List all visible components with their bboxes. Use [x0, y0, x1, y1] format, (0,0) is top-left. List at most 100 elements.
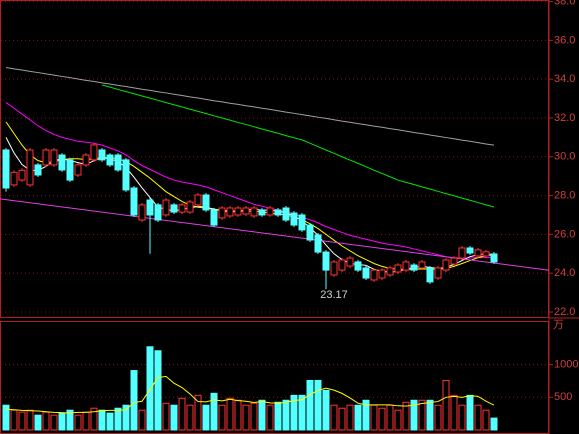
volume-bar [426, 399, 434, 431]
volume-bar [114, 407, 122, 431]
candle-body [186, 201, 194, 213]
candle-body [258, 209, 266, 216]
y-tick-label: 26.0 [554, 228, 575, 240]
candle-body [82, 154, 90, 166]
candle-body [234, 207, 242, 216]
volume-bar [338, 407, 346, 431]
volume-bar [42, 411, 50, 431]
volume-bar [314, 379, 322, 431]
candle-body [98, 149, 106, 161]
volume-bar [434, 404, 442, 431]
candle-body [362, 267, 370, 279]
volume-bar [458, 404, 466, 431]
volume-bar [242, 404, 250, 431]
candle-body [114, 154, 122, 171]
volume-bar [266, 404, 274, 431]
candle-body [394, 264, 402, 273]
volume-bar [50, 414, 58, 431]
volume-bar [290, 394, 298, 431]
volume-bar [218, 404, 226, 431]
volume-bar [130, 370, 138, 431]
volume-bar [66, 409, 74, 431]
volume-bar [362, 399, 370, 431]
volume-bar [330, 404, 338, 431]
candle-body [130, 187, 138, 216]
candle-body [74, 164, 82, 176]
candle-body [106, 154, 114, 166]
volume-bar [210, 392, 218, 431]
moving-average-line [101, 84, 495, 208]
volume-bar [162, 402, 170, 431]
candle-body [90, 144, 98, 161]
candle-body [354, 261, 362, 271]
candle-body [66, 159, 74, 181]
candle-body [450, 257, 458, 265]
volume-bar [202, 404, 210, 431]
volume-bar [34, 414, 42, 431]
volume-bar [234, 399, 242, 431]
volume-bar [370, 404, 378, 431]
volume-bar [386, 404, 394, 431]
volume-bar [90, 407, 98, 431]
volume-unit: 万 [553, 319, 564, 331]
volume-bar [282, 399, 290, 431]
candle-body [170, 204, 178, 213]
volume-bar [106, 412, 114, 431]
candle-body [210, 209, 218, 226]
candle-body [410, 264, 418, 271]
candle-body [146, 199, 154, 216]
volume-bar [250, 402, 258, 431]
volume-bar [474, 404, 482, 431]
candle-body [306, 224, 314, 241]
candle-body [346, 257, 354, 267]
candle-body [218, 207, 226, 219]
candle-body [490, 253, 498, 263]
volume-bar [378, 407, 386, 431]
candle-body [418, 261, 426, 269]
volume-bar [154, 350, 162, 431]
volume-bar [442, 379, 450, 431]
candle-body [338, 259, 346, 271]
candle-body [402, 261, 410, 271]
candle-body [34, 164, 42, 176]
moving-average-line [5, 137, 495, 273]
volume-bar [74, 414, 82, 431]
candle-body [42, 149, 50, 166]
volume-bar [482, 409, 490, 431]
volume-bar [170, 404, 178, 431]
y-tick-label: 38.0 [554, 0, 575, 7]
volume-bar [2, 404, 10, 431]
volume-bar [450, 394, 458, 431]
volume-bar [18, 411, 26, 431]
volume-bar [10, 409, 18, 431]
candle-body [442, 259, 450, 271]
volume-bar [122, 404, 130, 431]
candle-body [298, 214, 306, 231]
volume-bar [98, 409, 106, 431]
candle-body [282, 207, 290, 221]
low-annotation: 23.17 [320, 289, 348, 301]
candle-body [26, 149, 34, 186]
candle-body [122, 159, 130, 191]
candle-body [314, 234, 322, 253]
candle-body [226, 207, 234, 217]
volume-bar [82, 411, 90, 431]
candle-body [202, 194, 210, 211]
volume-bar [490, 417, 498, 431]
y-tick-label: 34.0 [554, 73, 575, 85]
candle-body [194, 194, 202, 206]
moving-average-line [5, 102, 494, 259]
candle-body [386, 267, 394, 276]
volume-bar [146, 346, 154, 431]
volume-bar [58, 412, 66, 431]
y-tick-label: 28.0 [554, 189, 575, 201]
volume-bar [306, 379, 314, 431]
candle-body [18, 169, 26, 181]
candle-body [162, 199, 170, 216]
candle-body [330, 261, 338, 276]
candle-body [290, 212, 298, 226]
candle-body [10, 171, 18, 186]
candle-body [322, 251, 330, 271]
